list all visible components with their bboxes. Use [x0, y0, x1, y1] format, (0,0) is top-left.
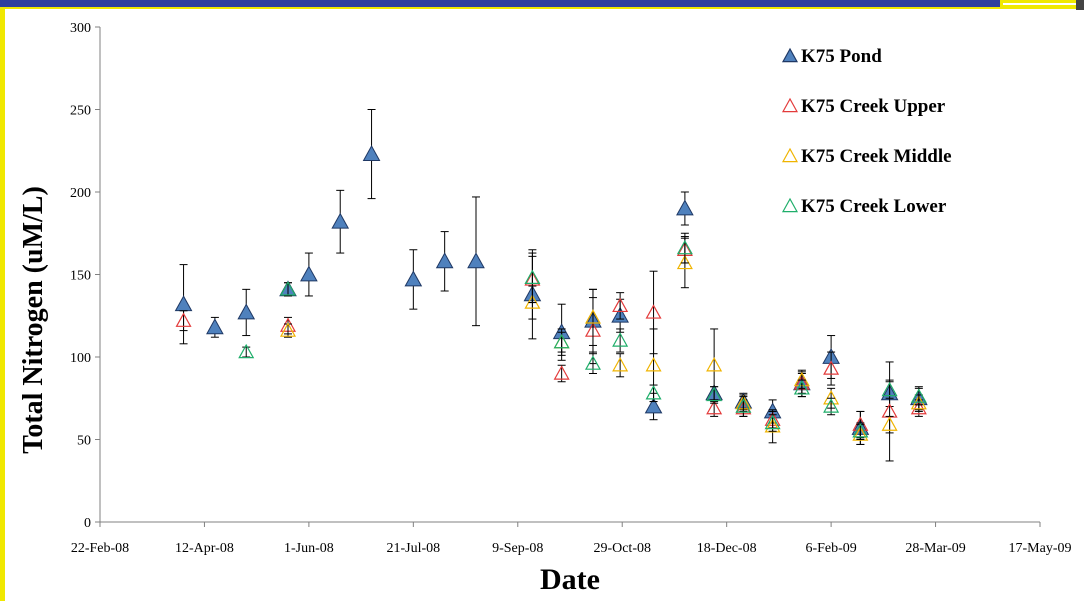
- data-point: [764, 414, 781, 430]
- series-k75-creek-upper: [175, 236, 927, 462]
- data-point: [612, 357, 629, 372]
- data-point: [823, 360, 840, 375]
- data-point: [645, 385, 662, 400]
- data-point: [175, 312, 192, 327]
- y-tick-label: 100: [70, 351, 91, 366]
- data-point: [676, 239, 693, 255]
- x-tick-label: 6-Feb-09: [805, 541, 856, 556]
- chart-legend: K75 Pond K75 Creek Upper K75 Creek Middle K…: [781, 46, 952, 217]
- data-point: [644, 397, 663, 414]
- x-tick-label: 9-Sep-08: [492, 541, 543, 556]
- x-axis-ticks: 22-Feb-08 12-Apr-08 1-Jun-08 21-Jul-08 9-Sep…: [71, 522, 1072, 556]
- data-point: [852, 426, 869, 441]
- x-tick-label: 28-Mar-09: [905, 541, 965, 556]
- data-point: [279, 281, 297, 296]
- legend-label: K75 Creek Middle: [801, 146, 952, 167]
- data-point: [676, 254, 693, 270]
- data-point: [238, 343, 255, 359]
- legend-marker: [781, 147, 799, 163]
- y-tick-label: 0: [84, 516, 91, 531]
- data-point: [645, 304, 662, 319]
- data-point: [467, 252, 485, 269]
- series-k75-creek-middle: [279, 237, 927, 445]
- y-tick-label: 150: [70, 269, 91, 284]
- x-tick-label: 17-May-09: [1009, 541, 1072, 556]
- data-point: [237, 303, 256, 320]
- data-point: [706, 357, 723, 372]
- legend-label: K75 Creek Upper: [801, 96, 946, 117]
- chart-marks: [174, 109, 928, 462]
- slide-corner-mark: [1076, 0, 1084, 10]
- data-point: [524, 269, 541, 284]
- data-point: [645, 357, 662, 372]
- x-tick-label: 1-Jun-08: [284, 541, 334, 556]
- data-point: [910, 399, 927, 415]
- data-point: [676, 199, 694, 216]
- y-tick-label: 50: [77, 434, 91, 449]
- data-point: [764, 418, 781, 433]
- data-point: [435, 252, 454, 269]
- series-k75-creek-lower: [238, 232, 927, 440]
- x-tick-label: 18-Dec-08: [697, 541, 757, 556]
- data-point: [823, 398, 840, 413]
- legend-label: K75 Creek Lower: [801, 196, 947, 217]
- data-point: [174, 295, 193, 312]
- data-point: [852, 423, 869, 438]
- data-point: [793, 380, 810, 395]
- data-point: [881, 416, 898, 431]
- legend-marker: [781, 97, 799, 113]
- data-point: [612, 332, 629, 347]
- y-tick-label: 250: [70, 104, 91, 119]
- x-tick-label: 22-Feb-08: [71, 541, 129, 556]
- x-tick-label: 12-Apr-08: [175, 541, 234, 556]
- y-tick-label: 300: [70, 21, 91, 36]
- data-point: [706, 399, 723, 415]
- y-axis-title: Total Nitrogen (uM/L): [18, 186, 49, 454]
- data-point: [881, 381, 898, 397]
- data-point: [404, 270, 423, 287]
- x-axis-title: Date: [540, 563, 600, 596]
- x-tick-label: 21-Jul-08: [386, 541, 440, 556]
- data-point: [206, 318, 224, 335]
- data-point: [584, 355, 601, 370]
- data-point: [910, 388, 927, 403]
- data-point: [553, 333, 570, 349]
- x-tick-label: 29-Oct-08: [593, 541, 651, 556]
- legend-marker: [781, 47, 799, 63]
- legend-label: K75 Pond: [801, 46, 882, 67]
- data-point: [735, 398, 752, 413]
- data-point: [279, 322, 297, 337]
- data-point: [331, 212, 350, 229]
- data-point: [300, 265, 318, 282]
- data-point: [612, 297, 629, 313]
- data-point: [362, 145, 381, 161]
- data-point: [524, 294, 541, 309]
- data-point: [553, 365, 570, 380]
- y-tick-label: 200: [70, 186, 91, 201]
- data-point: [584, 309, 601, 324]
- y-axis-ticks: 0 50 100 150 200 250 300: [70, 21, 100, 531]
- legend-marker: [781, 197, 799, 213]
- data-point: [706, 386, 723, 402]
